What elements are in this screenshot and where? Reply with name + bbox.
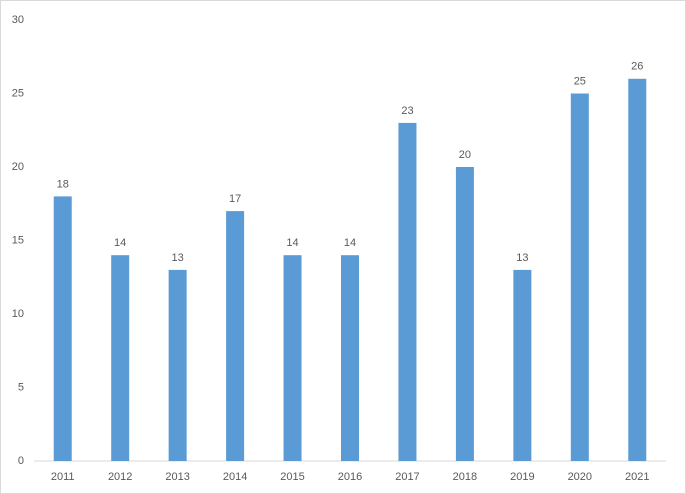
x-tick-label: 2019 <box>510 471 534 483</box>
x-tick-label: 2011 <box>51 471 75 483</box>
data-label: 13 <box>516 252 528 264</box>
data-label: 17 <box>229 193 241 205</box>
y-tick-label: 10 <box>12 308 24 320</box>
data-label: 18 <box>57 178 69 190</box>
bar <box>628 78 647 462</box>
data-label: 14 <box>344 237 356 249</box>
data-label: 13 <box>172 252 184 264</box>
bar <box>53 196 72 461</box>
y-tick-label: 20 <box>12 161 24 173</box>
x-tick-label: 2021 <box>625 471 649 483</box>
data-label: 20 <box>459 149 471 161</box>
bar <box>341 255 359 461</box>
bar <box>283 255 302 461</box>
x-tick-label: 2015 <box>280 471 304 483</box>
bar <box>226 211 245 461</box>
x-tick-label: 2013 <box>165 471 189 483</box>
bar <box>455 167 474 461</box>
x-tick-label: 2014 <box>223 471 247 483</box>
x-tick-label: 2012 <box>108 471 132 483</box>
y-tick-label: 25 <box>12 87 24 99</box>
y-tick-label: 15 <box>12 234 24 246</box>
bar <box>111 255 130 461</box>
x-tick-label: 2020 <box>568 471 592 483</box>
data-label: 26 <box>631 61 643 73</box>
bar <box>398 122 417 462</box>
bar <box>168 269 187 461</box>
y-tick-label: 30 <box>12 14 24 26</box>
x-tick-label: 2016 <box>338 471 362 483</box>
bar <box>513 269 532 461</box>
data-label: 14 <box>114 237 126 249</box>
data-label: 25 <box>574 75 586 87</box>
y-tick-label: 5 <box>18 381 24 393</box>
y-tick-label: 0 <box>18 455 24 467</box>
data-label: 14 <box>286 237 298 249</box>
x-tick-label: 2017 <box>395 471 419 483</box>
data-label: 23 <box>401 105 413 117</box>
bar <box>570 93 589 461</box>
x-tick-label: 2018 <box>453 471 477 483</box>
